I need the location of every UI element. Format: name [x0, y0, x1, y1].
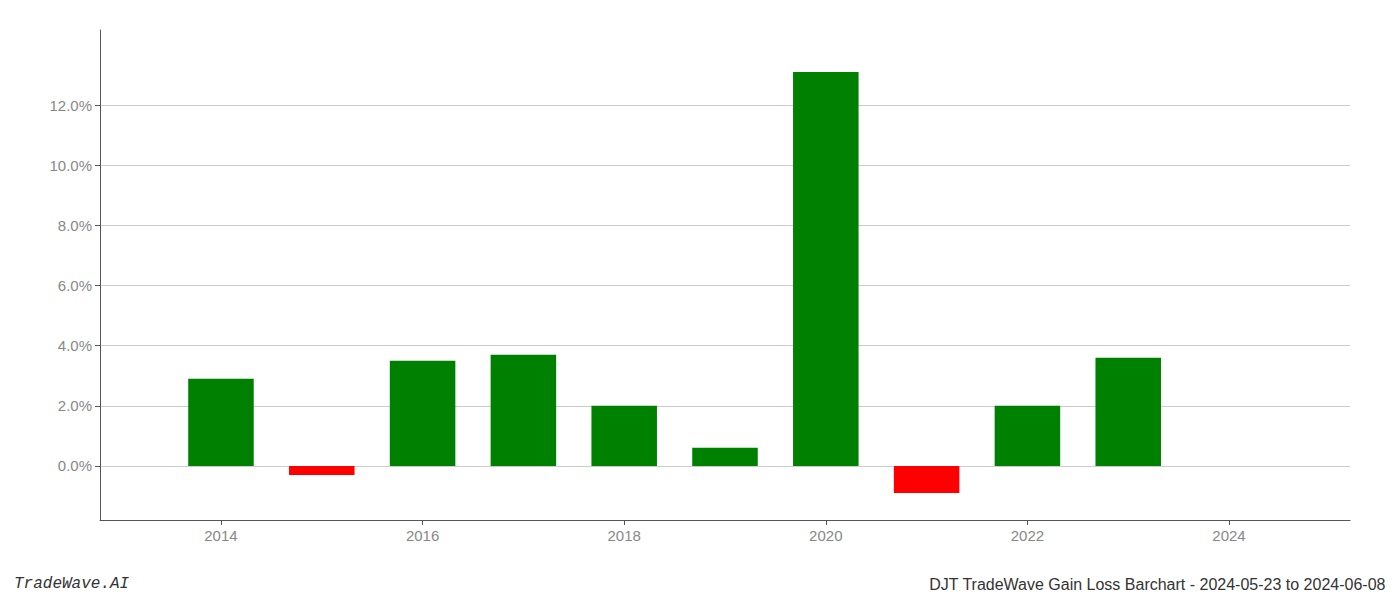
- svg-text:4.0%: 4.0%: [58, 337, 92, 354]
- svg-text:2016: 2016: [406, 527, 439, 544]
- svg-text:TradeWave.AI: TradeWave.AI: [14, 575, 130, 593]
- svg-text:DJT TradeWave Gain Loss Barcha: DJT TradeWave Gain Loss Barchart - 2024-…: [929, 576, 1385, 593]
- svg-text:12.0%: 12.0%: [49, 97, 92, 114]
- svg-text:2014: 2014: [204, 527, 237, 544]
- svg-text:2018: 2018: [608, 527, 641, 544]
- svg-text:2024: 2024: [1212, 527, 1245, 544]
- svg-text:6.0%: 6.0%: [58, 277, 92, 294]
- svg-text:2.0%: 2.0%: [58, 397, 92, 414]
- svg-text:2022: 2022: [1011, 527, 1044, 544]
- svg-text:10.0%: 10.0%: [49, 157, 92, 174]
- svg-text:8.0%: 8.0%: [58, 217, 92, 234]
- svg-text:2020: 2020: [809, 527, 842, 544]
- svg-text:0.0%: 0.0%: [58, 457, 92, 474]
